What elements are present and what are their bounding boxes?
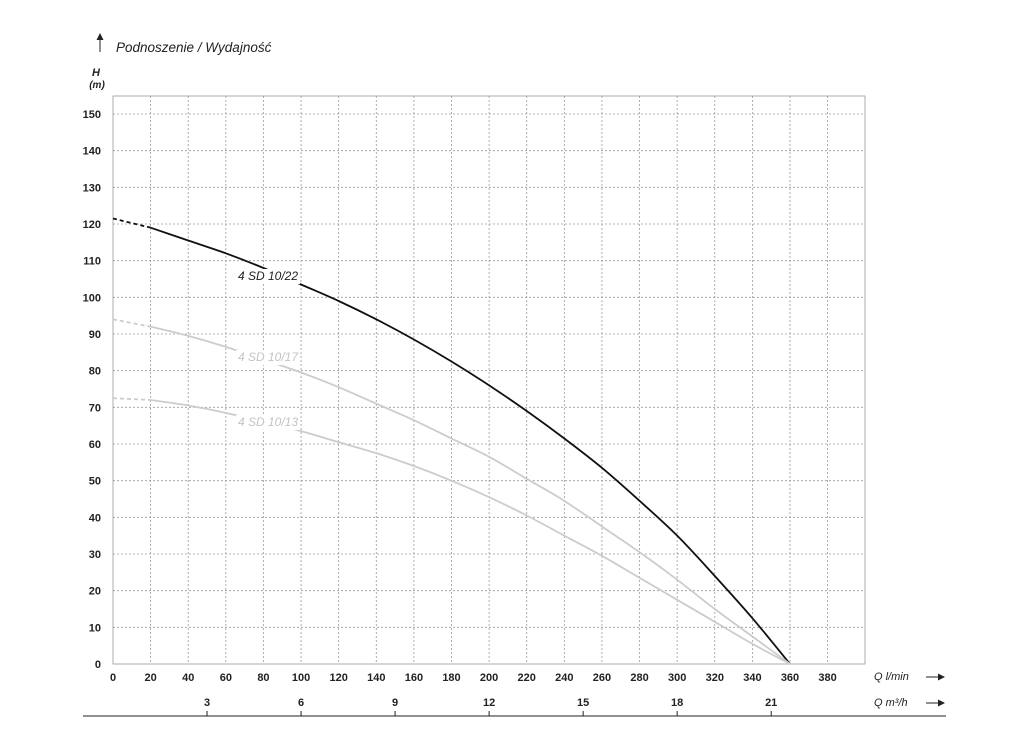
x2-axis-label: Q m³/h [874,697,908,709]
series-line-dashed [112,318,151,328]
series-line-dashed [112,217,151,229]
y-tick-label: 40 [89,512,101,524]
series-line-dashed [112,397,151,401]
x-tick-label: 320 [706,672,724,684]
y-tick-label: 140 [83,146,101,158]
x2-tick-label: 18 [671,697,683,709]
x-tick-labels: 0 20 40 60 80 100 120 140 160 180 200 220 240 260 280 3… [110,672,837,684]
x-tick-label: 300 [668,672,686,684]
series-label-bg [236,415,300,430]
x-tick-label: 260 [593,672,611,684]
y-tick-label: 100 [83,292,101,304]
series-label: 4 SD 10/17 [238,350,299,364]
series-label: 4 SD 10/13 [238,415,298,429]
y-tick-label: 130 [83,182,101,194]
x-tick-label: 200 [480,672,498,684]
x-tick-label: 340 [743,672,761,684]
x2-tick-label: 21 [765,697,777,709]
x-tick-label: 120 [329,672,347,684]
series-label-bg [236,269,300,284]
y-tick-label: 60 [89,439,101,451]
x-tick-label: 60 [220,672,232,684]
chart-title: Podnoszenie / Wydajność [116,40,272,55]
series-labels: 4 SD 10/22 4 SD 10/17 4 SD 10/13 [236,269,300,430]
y-tick-label: 80 [89,366,101,378]
y-tick-label: 110 [83,256,101,268]
x-tick-label: 80 [257,672,269,684]
series-line [150,226,791,665]
y-axis-arrow-icon [96,33,104,52]
chart-grid [112,95,866,665]
y-tick-label: 120 [83,219,101,231]
y-axis-label: H [92,67,101,79]
y-tick-label: 70 [89,402,101,414]
x2-tick-label: 15 [577,697,589,709]
x2-axis-arrow-icon [926,699,945,707]
x-tick-label: 140 [367,672,385,684]
y-tick-label: 20 [89,586,101,598]
secondary-x-axis: 3 6 9 12 15 18 21 [83,697,946,717]
x2-tick-label: 9 [392,697,398,709]
x-tick-label: 280 [630,672,648,684]
y-tick-label: 50 [89,476,101,488]
x-tick-label: 160 [405,672,423,684]
series-label-bg [236,350,300,365]
x-tick-label: 20 [144,672,156,684]
x-tick-label: 180 [442,672,460,684]
x-tick-label: 40 [182,672,194,684]
y-tick-label: 0 [95,659,101,671]
x-tick-label: 240 [555,672,573,684]
x2-tick-label: 12 [483,697,495,709]
y-tick-labels: 0 10 20 30 40 50 60 70 80 90 100 110 120 130 140 150 [83,109,101,671]
x-axis-arrow-icon [926,673,945,681]
x-tick-label: 360 [781,672,799,684]
x-tick-label: 100 [292,672,310,684]
y-tick-label: 150 [83,109,101,121]
x-tick-label: 220 [518,672,536,684]
y-axis-unit: (m) [89,80,105,91]
series-label: 4 SD 10/22 [238,269,298,283]
y-tick-label: 30 [89,549,101,561]
series-line [150,325,791,665]
series-line [150,399,791,665]
x-tick-label: 380 [818,672,836,684]
x-axis-label: Q l/min [874,671,909,683]
x2-tick-label: 6 [298,697,304,709]
x2-tick-label: 3 [204,697,210,709]
x-tick-label: 0 [110,672,116,684]
y-tick-label: 10 [89,622,101,634]
y-tick-label: 90 [89,329,101,341]
